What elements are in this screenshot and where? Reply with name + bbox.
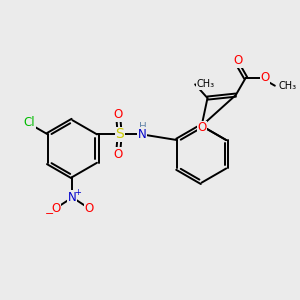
Text: H: H — [139, 122, 147, 132]
Text: O: O — [260, 71, 269, 84]
Text: N: N — [68, 191, 77, 204]
Text: O: O — [114, 108, 123, 121]
Text: −: − — [45, 209, 54, 219]
Text: S: S — [115, 128, 124, 141]
Text: CH₃: CH₃ — [196, 80, 215, 89]
Text: CH₃: CH₃ — [278, 81, 296, 91]
Text: O: O — [197, 121, 207, 134]
Text: O: O — [233, 55, 242, 68]
Text: +: + — [74, 188, 81, 197]
Text: Cl: Cl — [23, 116, 35, 129]
Text: O: O — [51, 202, 61, 215]
Text: N: N — [137, 128, 146, 141]
Text: O: O — [84, 202, 94, 215]
Text: O: O — [114, 148, 123, 161]
